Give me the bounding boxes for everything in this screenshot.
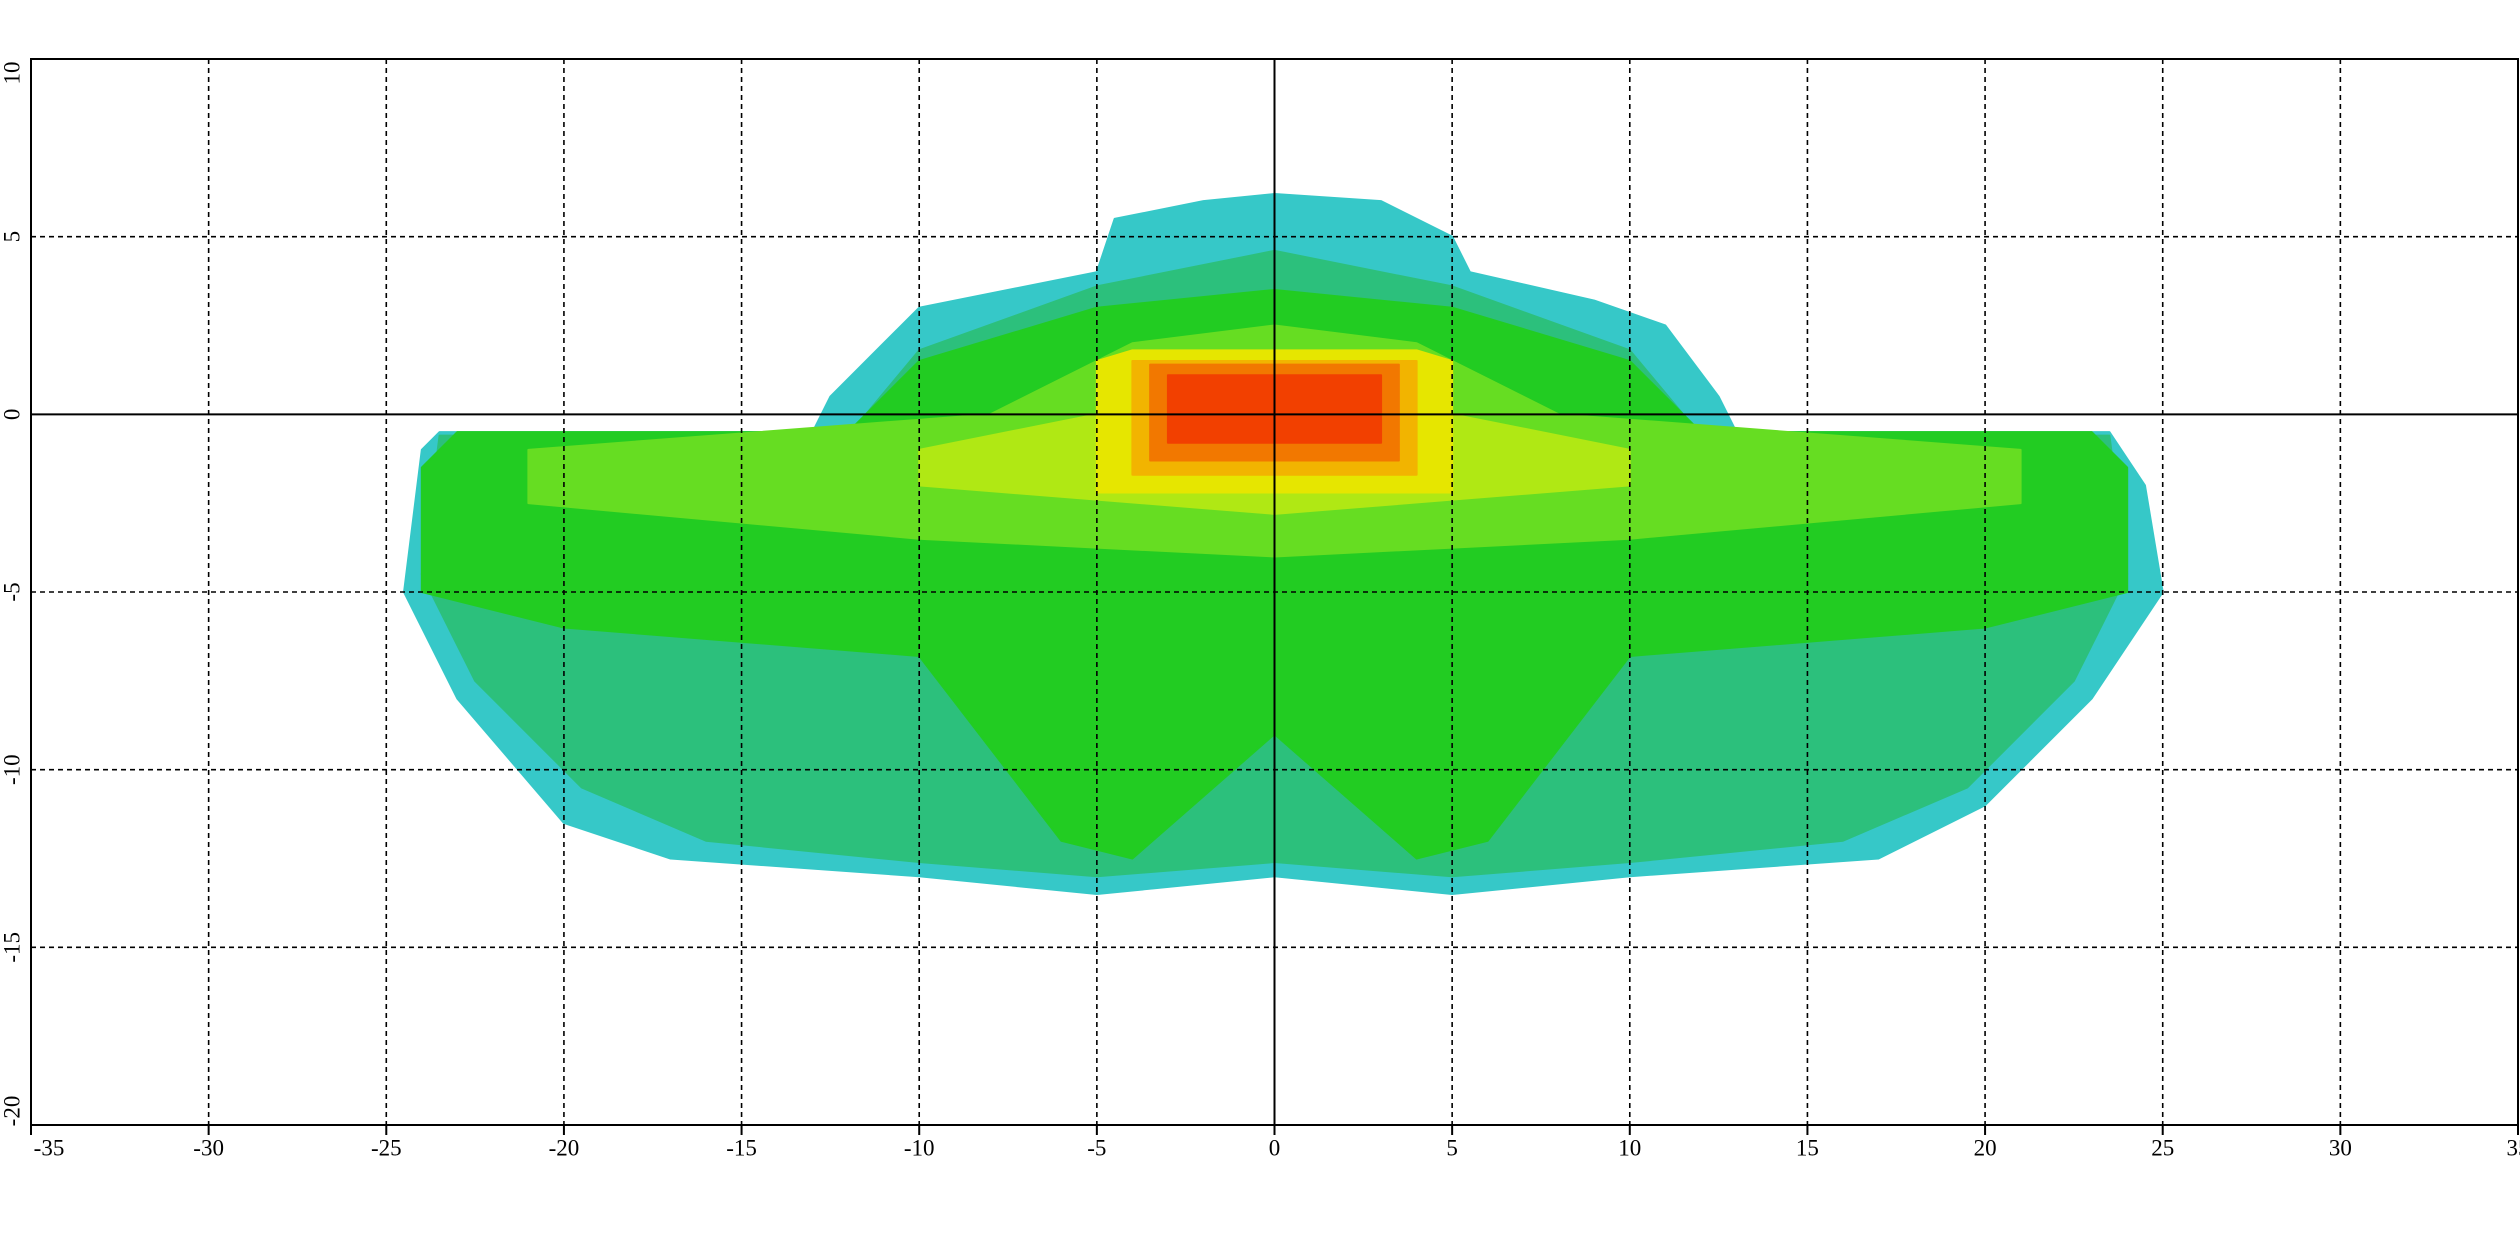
x-tick-label: 0 bbox=[1269, 1135, 1281, 1160]
x-tick-label: 10 bbox=[1618, 1135, 1641, 1160]
y-tick-label: -10 bbox=[0, 754, 24, 785]
y-tick-label: 10 bbox=[0, 62, 24, 85]
y-tick-label: -15 bbox=[0, 932, 24, 963]
y-tick-label: -20 bbox=[0, 1096, 24, 1127]
x-tick-label: 25 bbox=[2151, 1135, 2174, 1160]
x-tick-label: -15 bbox=[726, 1135, 757, 1160]
x-tick-label: -35 bbox=[34, 1135, 65, 1160]
x-tick-label: -20 bbox=[549, 1135, 580, 1160]
x-tick-label: 30 bbox=[2329, 1135, 2352, 1160]
y-tick-label: -5 bbox=[0, 582, 24, 601]
x-tick-label: -25 bbox=[371, 1135, 402, 1160]
plot-frame bbox=[30, 58, 2519, 1126]
y-tick-label: 0 bbox=[0, 409, 24, 421]
x-tick-label: -5 bbox=[1087, 1135, 1106, 1160]
x-tick-label: 5 bbox=[1446, 1135, 1458, 1160]
y-tick-label: 5 bbox=[0, 231, 24, 243]
x-tick-label: 35 bbox=[2507, 1135, 2520, 1160]
x-tick-label: -10 bbox=[904, 1135, 935, 1160]
x-tick-label: 15 bbox=[1796, 1135, 1819, 1160]
x-tick-label: -30 bbox=[193, 1135, 224, 1160]
x-tick-label: 20 bbox=[1974, 1135, 1997, 1160]
